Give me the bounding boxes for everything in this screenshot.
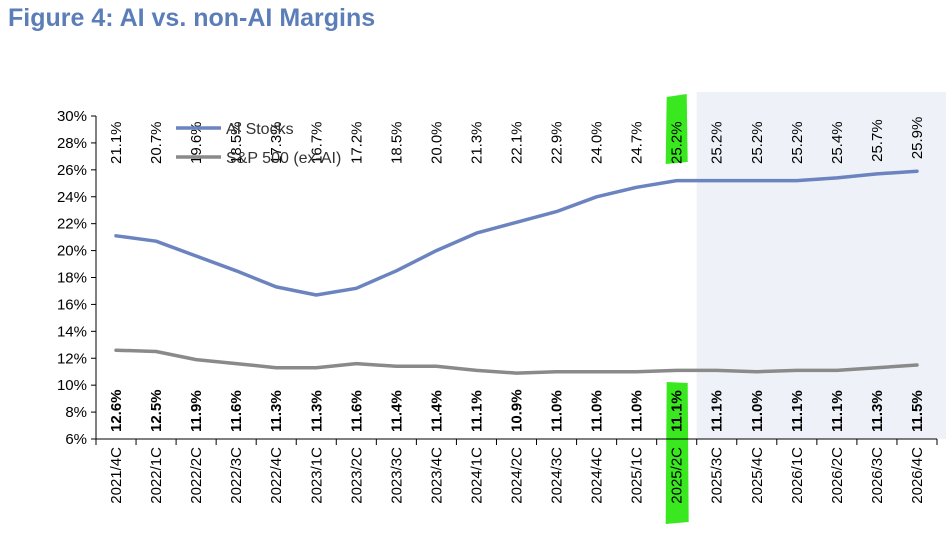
x-tick-label: 2023/3C <box>388 447 405 504</box>
ai-data-label: 25.7% <box>869 119 886 162</box>
sp500-data-label: 11.6% <box>348 390 365 432</box>
ai-data-label: 17.3% <box>268 121 285 164</box>
sp500-data-label: 12.5% <box>148 389 165 432</box>
y-tick-label: 10% <box>57 377 87 394</box>
y-tick-label: 8% <box>65 404 87 421</box>
ai-data-label: 20.7% <box>148 121 165 164</box>
highlight-mark-ai-label <box>665 94 688 164</box>
ai-data-label: 18.5% <box>228 121 245 164</box>
sp500-data-label: 11.0% <box>629 390 646 432</box>
ai-data-label: 25.4% <box>829 121 846 164</box>
sp500-data-label: 11.3% <box>869 390 886 432</box>
sp500-data-label: 11.1% <box>789 390 806 432</box>
sp500-data-label: 10.9% <box>509 389 526 432</box>
x-tick-label: 2026/4C <box>909 447 926 504</box>
x-tick-label: 2022/1C <box>148 447 165 504</box>
sp500-data-label: 11.0% <box>749 390 766 432</box>
sp500-data-label: 11.1% <box>669 390 686 432</box>
sp500-data-label: 11.4% <box>428 390 445 432</box>
ai-data-label: 17.2% <box>348 121 365 164</box>
ai-data-label: 24.7% <box>629 121 646 164</box>
y-tick-label: 28% <box>57 135 87 152</box>
ai-data-label: 22.1% <box>509 121 526 164</box>
x-tick-label: 2024/2C <box>509 447 526 504</box>
y-tick-label: 20% <box>57 243 87 260</box>
y-tick-label: 22% <box>57 216 87 233</box>
highlight-mark-sp-label-and-category <box>665 382 689 524</box>
legend-label: S&P 500 (ex-AI) <box>226 150 341 167</box>
ai-data-label: 20.0% <box>428 121 445 164</box>
ai-data-label: 18.5% <box>388 121 405 164</box>
x-tick-label: 2022/3C <box>228 447 245 504</box>
ai-data-label: 24.0% <box>589 121 606 164</box>
sp500-data-label: 11.1% <box>829 390 846 432</box>
sp500-ex-ai-line <box>114 348 919 375</box>
ai-data-label: 21.1% <box>108 121 125 164</box>
y-tick-label: 24% <box>57 189 87 206</box>
x-tick-label: 2026/2C <box>829 447 846 504</box>
sp500-data-label: 11.1% <box>709 390 726 432</box>
forecast-shaded-region <box>696 92 946 439</box>
x-tick-label: 2023/2C <box>348 447 365 504</box>
sp500-data-label: 11.0% <box>589 390 606 432</box>
ai-data-label: 22.9% <box>549 121 566 164</box>
x-tick-label: 2022/2C <box>188 447 205 504</box>
ai-data-label: 25.9% <box>909 117 926 160</box>
x-tick-label: 2025/4C <box>749 447 766 504</box>
sp500-data-label: 11.9% <box>188 390 205 432</box>
y-tick-label: 18% <box>57 270 87 287</box>
x-tick-label: 2024/3C <box>549 447 566 504</box>
sp500-data-label: 11.3% <box>308 390 325 432</box>
legend-label: AI Stocks <box>226 121 294 138</box>
chart-title: Figure 4: AI vs. non-AI Margins <box>8 4 376 32</box>
ai-data-label: 19.6% <box>188 121 205 164</box>
x-tick-label: 2023/4C <box>428 447 445 504</box>
y-tick-label: 30% <box>57 108 87 125</box>
ai-data-label: 21.3% <box>468 121 485 164</box>
y-tick-label: 26% <box>57 162 87 179</box>
sp500-data-label: 11.5% <box>909 390 926 432</box>
ai-data-label: 25.2% <box>789 121 806 164</box>
sp500-data-label: 11.1% <box>468 390 485 432</box>
y-tick-label: 14% <box>57 323 87 340</box>
x-tick-label: 2025/1C <box>629 447 646 504</box>
y-tick-label: 6% <box>65 431 87 448</box>
x-tick-label: 2023/1C <box>308 447 325 504</box>
sp500-data-label: 11.6% <box>228 390 245 432</box>
ai-data-label: 16.7% <box>308 121 325 164</box>
sp500-data-label: 11.3% <box>268 390 285 432</box>
x-tick-label: 2025/3C <box>709 447 726 504</box>
x-tick-label: 2026/1C <box>789 447 806 504</box>
y-tick-label: 16% <box>57 296 87 313</box>
x-tick-label: 2022/4C <box>268 447 285 504</box>
y-tick-label: 12% <box>57 350 87 367</box>
ai-data-label: 25.2% <box>669 121 686 164</box>
ai-data-label: 25.2% <box>749 121 766 164</box>
sp500-data-label: 11.4% <box>388 390 405 432</box>
ai-stocks-line <box>114 169 919 297</box>
x-tick-label: 2024/1C <box>468 447 485 504</box>
sp500-data-label: 12.6% <box>108 389 125 432</box>
sp500-data-label: 11.0% <box>549 390 566 432</box>
ai-data-label: 25.2% <box>709 121 726 164</box>
x-tick-label: 2026/3C <box>869 447 886 504</box>
x-tick-label: 2021/4C <box>108 447 125 504</box>
x-tick-label: 2025/2C <box>669 447 686 504</box>
x-tick-label: 2024/4C <box>589 447 606 504</box>
